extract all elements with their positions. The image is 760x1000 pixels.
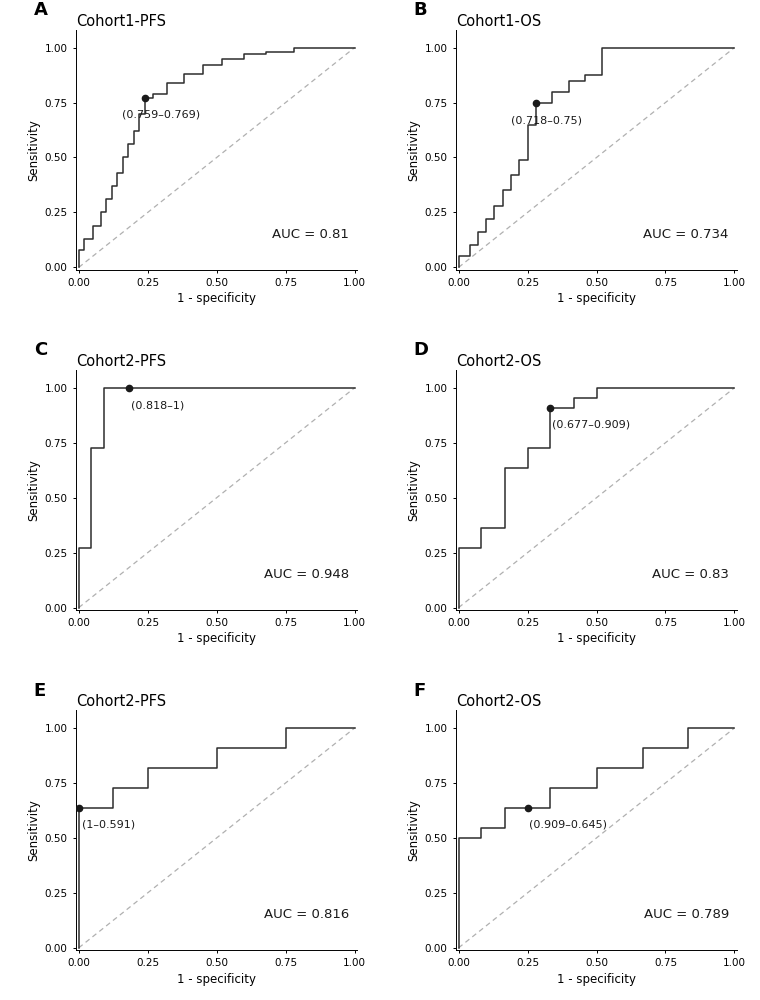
Y-axis label: Sensitivity: Sensitivity: [407, 459, 420, 521]
Y-axis label: Sensitivity: Sensitivity: [407, 799, 420, 861]
Text: (0.818–1): (0.818–1): [131, 401, 185, 411]
X-axis label: 1 - specificity: 1 - specificity: [177, 632, 256, 645]
Text: AUC = 0.816: AUC = 0.816: [264, 908, 349, 921]
Text: D: D: [413, 341, 429, 359]
Text: Cohort2-PFS: Cohort2-PFS: [76, 354, 166, 369]
X-axis label: 1 - specificity: 1 - specificity: [557, 292, 636, 305]
Y-axis label: Sensitivity: Sensitivity: [27, 799, 40, 861]
Text: AUC = 0.83: AUC = 0.83: [652, 568, 729, 581]
X-axis label: 1 - specificity: 1 - specificity: [177, 292, 256, 305]
Text: (0.759–0.769): (0.759–0.769): [122, 109, 200, 119]
Text: AUC = 0.81: AUC = 0.81: [272, 228, 349, 241]
Text: A: A: [33, 1, 48, 19]
X-axis label: 1 - specificity: 1 - specificity: [557, 632, 636, 645]
Text: Cohort2-PFS: Cohort2-PFS: [76, 694, 166, 709]
Text: (0.909–0.645): (0.909–0.645): [529, 819, 607, 829]
Text: B: B: [413, 1, 427, 19]
Text: (0.677–0.909): (0.677–0.909): [553, 420, 631, 430]
Text: C: C: [33, 341, 47, 359]
X-axis label: 1 - specificity: 1 - specificity: [557, 972, 636, 986]
Text: AUC = 0.789: AUC = 0.789: [644, 908, 729, 921]
Text: AUC = 0.948: AUC = 0.948: [264, 568, 349, 581]
Text: E: E: [33, 682, 46, 700]
Text: AUC = 0.734: AUC = 0.734: [644, 228, 729, 241]
Y-axis label: Sensitivity: Sensitivity: [27, 459, 40, 521]
Text: (1–0.591): (1–0.591): [81, 819, 135, 829]
Text: Cohort1-PFS: Cohort1-PFS: [76, 14, 166, 29]
Text: F: F: [413, 682, 426, 700]
Text: Cohort2-OS: Cohort2-OS: [456, 354, 541, 369]
Y-axis label: Sensitivity: Sensitivity: [27, 119, 40, 181]
Text: (0.718–0.75): (0.718–0.75): [511, 116, 582, 126]
Text: Cohort1-OS: Cohort1-OS: [456, 14, 541, 29]
X-axis label: 1 - specificity: 1 - specificity: [177, 972, 256, 986]
Y-axis label: Sensitivity: Sensitivity: [407, 119, 420, 181]
Text: Cohort2-OS: Cohort2-OS: [456, 694, 541, 709]
